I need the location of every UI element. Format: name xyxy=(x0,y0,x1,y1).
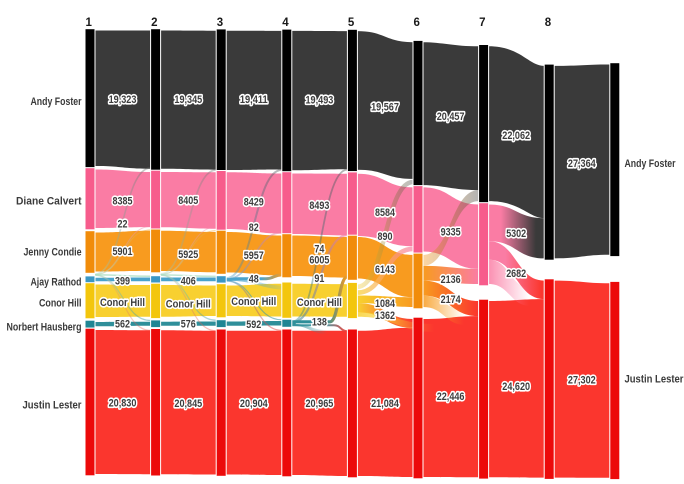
svg-text:91: 91 xyxy=(314,273,324,285)
svg-text:576: 576 xyxy=(181,319,196,331)
svg-text:406: 406 xyxy=(181,276,196,288)
svg-text:19,567: 19,567 xyxy=(371,101,399,113)
svg-text:8: 8 xyxy=(545,17,552,29)
svg-text:5957: 5957 xyxy=(244,250,264,262)
svg-text:1362: 1362 xyxy=(375,310,395,322)
svg-text:22,062: 22,062 xyxy=(502,130,530,142)
svg-text:20,830: 20,830 xyxy=(109,398,137,410)
svg-text:6143: 6143 xyxy=(375,264,395,276)
svg-text:22,446: 22,446 xyxy=(437,391,465,403)
svg-text:Conor Hill: Conor Hill xyxy=(166,299,211,311)
svg-text:2: 2 xyxy=(151,17,157,29)
svg-text:7: 7 xyxy=(479,17,485,29)
svg-text:19,323: 19,323 xyxy=(109,94,137,106)
svg-text:Conor Hill: Conor Hill xyxy=(100,297,145,309)
svg-text:27,364: 27,364 xyxy=(568,158,596,170)
svg-text:74: 74 xyxy=(314,244,324,256)
svg-text:Justin Lester: Justin Lester xyxy=(23,400,83,412)
svg-text:8429: 8429 xyxy=(244,197,264,209)
svg-text:Andy Foster: Andy Foster xyxy=(31,96,83,108)
svg-text:20,904: 20,904 xyxy=(240,398,268,410)
svg-text:82: 82 xyxy=(249,222,259,234)
svg-text:Diane Calvert: Diane Calvert xyxy=(16,196,82,208)
svg-text:48: 48 xyxy=(249,274,259,286)
svg-text:6005: 6005 xyxy=(309,255,329,267)
svg-text:4: 4 xyxy=(282,17,289,29)
svg-text:2174: 2174 xyxy=(441,294,461,306)
svg-text:19,493: 19,493 xyxy=(306,94,334,106)
svg-text:8493: 8493 xyxy=(309,200,329,212)
svg-text:2136: 2136 xyxy=(441,274,461,286)
svg-text:5302: 5302 xyxy=(506,228,526,240)
svg-text:20,457: 20,457 xyxy=(437,111,465,123)
svg-text:2682: 2682 xyxy=(506,268,526,280)
svg-text:5: 5 xyxy=(348,17,355,29)
svg-text:Conor Hill: Conor Hill xyxy=(297,297,342,309)
svg-text:24,620: 24,620 xyxy=(502,381,530,393)
svg-text:Andy Foster: Andy Foster xyxy=(625,158,677,170)
svg-text:9335: 9335 xyxy=(441,227,461,239)
svg-text:5925: 5925 xyxy=(178,249,198,261)
svg-text:6: 6 xyxy=(413,17,419,29)
svg-text:8405: 8405 xyxy=(178,195,198,207)
svg-text:Conor Hill: Conor Hill xyxy=(231,296,276,308)
svg-text:8584: 8584 xyxy=(375,207,395,219)
svg-text:Norbert Hausberg: Norbert Hausberg xyxy=(7,322,82,334)
svg-text:27,302: 27,302 xyxy=(568,374,596,386)
svg-text:592: 592 xyxy=(246,319,261,331)
svg-text:138: 138 xyxy=(312,316,327,328)
svg-text:19,411: 19,411 xyxy=(240,94,268,106)
svg-text:22: 22 xyxy=(118,219,128,231)
svg-text:3: 3 xyxy=(217,17,223,29)
svg-text:Jenny Condie: Jenny Condie xyxy=(24,246,82,258)
svg-text:1084: 1084 xyxy=(375,298,395,310)
svg-text:19,345: 19,345 xyxy=(174,94,202,106)
svg-text:562: 562 xyxy=(115,319,130,331)
svg-text:20,845: 20,845 xyxy=(174,398,202,410)
svg-text:8385: 8385 xyxy=(113,195,133,207)
svg-text:20,965: 20,965 xyxy=(306,398,334,410)
svg-text:890: 890 xyxy=(378,231,393,243)
svg-text:21,084: 21,084 xyxy=(371,398,399,410)
svg-text:399: 399 xyxy=(115,276,130,288)
svg-text:Ajay Rathod: Ajay Rathod xyxy=(31,277,82,289)
svg-text:Justin Lester: Justin Lester xyxy=(625,373,684,385)
svg-text:1: 1 xyxy=(85,17,92,29)
svg-text:Conor Hill: Conor Hill xyxy=(39,298,82,310)
svg-text:5901: 5901 xyxy=(113,246,133,258)
